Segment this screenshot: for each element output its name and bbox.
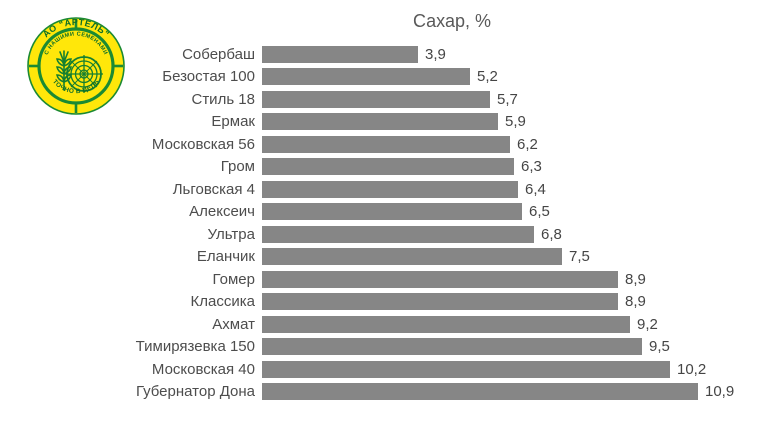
value-label: 6,5 bbox=[529, 203, 550, 221]
bar-row: Гомер 8,9 bbox=[0, 268, 772, 291]
bar-row: Московская 56 6,2 bbox=[0, 133, 772, 156]
category-label: Московская 40 bbox=[151, 360, 255, 378]
category-label: Ахмат bbox=[212, 315, 255, 333]
target-icon bbox=[65, 55, 103, 93]
value-label: 6,4 bbox=[525, 180, 546, 198]
chart-title: Сахар, % bbox=[412, 11, 492, 31]
bar-chart-rows: Собербаш 3,9 Безостая 100 5,2 Стиль 18 5,7 Ерм… bbox=[0, 43, 772, 403]
bar bbox=[262, 90, 490, 108]
bar-row: Тимирязевка 150 9,5 bbox=[0, 336, 772, 359]
value-label: 8,9 bbox=[625, 270, 646, 288]
artel-logo: АО "АРТЕЛЬ" С НАШИМИ СЕМЕНАМИ ТОЧНО В ЦЕ… bbox=[27, 17, 125, 115]
bar bbox=[262, 270, 618, 288]
bar bbox=[262, 383, 698, 401]
category-label: Алексеич bbox=[189, 203, 255, 221]
bar-row: Классика 8,9 bbox=[0, 291, 772, 314]
value-label: 6,2 bbox=[517, 135, 538, 153]
bar bbox=[262, 45, 418, 63]
bar bbox=[262, 135, 510, 153]
value-label: 9,2 bbox=[637, 315, 658, 333]
bar bbox=[262, 113, 498, 131]
bar-row: Еланчик 7,5 bbox=[0, 246, 772, 269]
category-label: Ермак bbox=[211, 113, 255, 131]
bar-row: Московская 40 10,2 bbox=[0, 358, 772, 381]
bar bbox=[262, 225, 534, 243]
value-label: 5,7 bbox=[497, 90, 518, 108]
category-label: Губернатор Дона bbox=[135, 383, 255, 401]
bar-row: Гром 6,3 bbox=[0, 156, 772, 179]
bar bbox=[262, 315, 630, 333]
bar bbox=[262, 248, 562, 266]
bar-row: Ермак 5,9 bbox=[0, 111, 772, 134]
bar-row: Ультра 6,8 bbox=[0, 223, 772, 246]
category-label: Еланчик bbox=[196, 248, 255, 266]
bar bbox=[262, 180, 518, 198]
bar bbox=[262, 68, 470, 86]
bar bbox=[262, 360, 670, 378]
category-label: Стиль 18 bbox=[191, 90, 255, 108]
wheat-ear-icon bbox=[56, 50, 72, 91]
value-label: 5,9 bbox=[505, 113, 526, 131]
bar-row: Безостая 100 5,2 bbox=[0, 66, 772, 89]
category-label: Тимирязевка 150 bbox=[135, 338, 255, 356]
bar bbox=[262, 338, 642, 356]
bar bbox=[262, 203, 522, 221]
bar-row: Алексеич 6,5 bbox=[0, 201, 772, 224]
bar bbox=[262, 293, 618, 311]
value-label: 9,5 bbox=[649, 338, 670, 356]
value-label: 10,9 bbox=[705, 383, 735, 401]
value-label: 6,3 bbox=[521, 158, 542, 176]
value-label: 10,2 bbox=[677, 360, 707, 378]
value-label: 3,9 bbox=[425, 45, 446, 63]
bar-row: Ахмат 9,2 bbox=[0, 313, 772, 336]
category-label: Ультра bbox=[207, 225, 255, 243]
category-label: Льговская 4 bbox=[172, 180, 255, 198]
category-label: Гомер bbox=[212, 270, 255, 288]
category-label: Безостая 100 bbox=[162, 68, 255, 86]
bar-row: Стиль 18 5,7 bbox=[0, 88, 772, 111]
category-label: Собербаш bbox=[182, 45, 255, 63]
value-label: 5,2 bbox=[477, 68, 498, 86]
category-label: Классика bbox=[190, 293, 255, 311]
value-label: 7,5 bbox=[569, 248, 590, 266]
bar-row: Собербаш 3,9 bbox=[0, 43, 772, 66]
category-label: Московская 56 bbox=[151, 135, 255, 153]
bar-row: Льговская 4 6,4 bbox=[0, 178, 772, 201]
bar-row: Губернатор Дона 10,9 bbox=[0, 381, 772, 404]
value-label: 8,9 bbox=[625, 293, 646, 311]
category-label: Гром bbox=[220, 158, 255, 176]
bar bbox=[262, 158, 514, 176]
value-label: 6,8 bbox=[541, 225, 562, 243]
